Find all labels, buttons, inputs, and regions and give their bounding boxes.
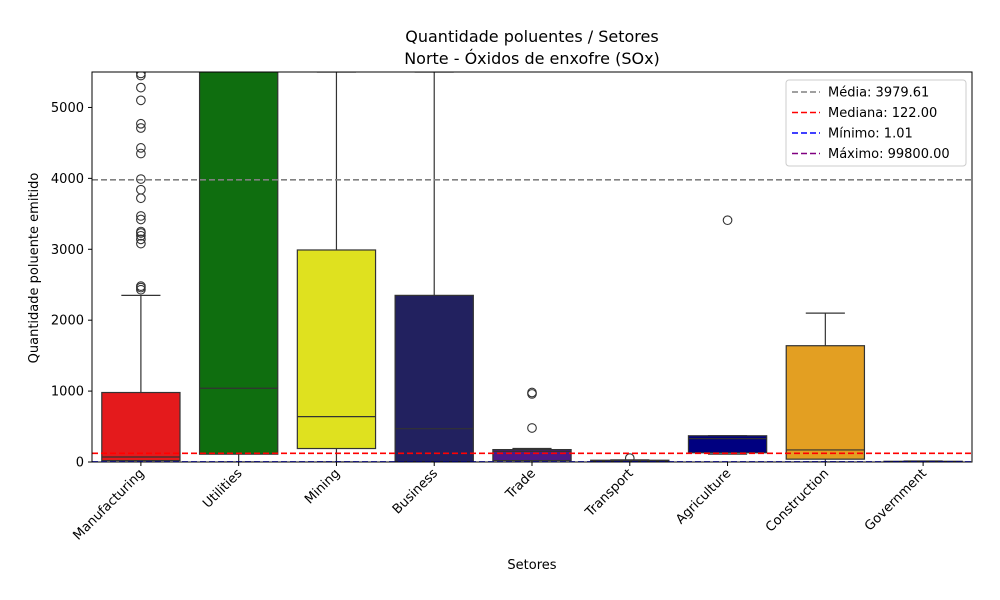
- y-tick-label: 3000: [51, 243, 84, 258]
- legend-box: [785, 79, 967, 167]
- legend-label-0: Média: 3979.61: [828, 86, 929, 101]
- legend: Média: 3979.61 Mediana: 122.00 Mínimo: 1.0…: [785, 79, 967, 167]
- y-tick-label: 4000: [51, 172, 84, 187]
- box-group-agriculture: [687, 215, 768, 455]
- outlier-point-manufacturing: [136, 72, 146, 79]
- legend-label-1: Mediana: 122.00: [828, 106, 937, 121]
- box-group-utilities: [198, 72, 279, 462]
- outlier-point-transport: [624, 453, 635, 462]
- outlier-point-trade: [527, 423, 537, 433]
- outlier-point-manufacturing: [136, 211, 146, 221]
- outlier-point-manufacturing: [136, 148, 146, 159]
- y-tick-label: 5000: [51, 101, 84, 116]
- y-tick-label: 1000: [51, 385, 84, 400]
- x-axis-label: Setores: [507, 558, 556, 573]
- legend-label-2: Mínimo: 1.01: [828, 127, 913, 142]
- box-manufacturing: [101, 391, 181, 462]
- outlier-point-manufacturing: [136, 118, 146, 129]
- y-tick-label: 2000: [51, 314, 84, 329]
- box-group-mining: [296, 72, 377, 462]
- outlier-point-manufacturing: [136, 82, 146, 93]
- outlier-point-manufacturing: [136, 281, 146, 291]
- outlier-point-trade: [527, 387, 537, 398]
- outlier-point-manufacturing: [136, 230, 146, 241]
- plot-inner: [92, 72, 972, 462]
- legend-label-3: Máximo: 99800.00: [828, 147, 950, 162]
- chart-title-line1: Quantidade poluentes / Setores: [405, 27, 658, 46]
- box-mining: [296, 249, 377, 450]
- box-construction: [785, 345, 866, 460]
- outlier-point-manufacturing: [136, 226, 146, 237]
- outlier-point-manufacturing: [136, 238, 146, 249]
- box-group-business: [394, 72, 474, 462]
- box-trade: [492, 448, 572, 462]
- box-group-construction: [785, 312, 866, 462]
- y-tick-label: 0: [76, 456, 84, 471]
- outlier-point-manufacturing: [136, 95, 146, 106]
- box-business: [394, 294, 474, 462]
- outlier-point-manufacturing: [136, 123, 146, 133]
- box-utilities: [198, 72, 279, 455]
- outlier-point-manufacturing: [136, 143, 146, 153]
- chart-title-line2: Norte - Óxidos de enxofre (SOx): [404, 49, 660, 68]
- outlier-point-manufacturing: [136, 214, 146, 225]
- y-axis-label: Quantidade poluente emitido: [27, 173, 42, 364]
- outlier-point-agriculture: [722, 215, 733, 226]
- outlier-point-manufacturing: [136, 174, 146, 184]
- outlier-point-manufacturing: [136, 234, 146, 245]
- outlier-point-manufacturing: [136, 184, 146, 195]
